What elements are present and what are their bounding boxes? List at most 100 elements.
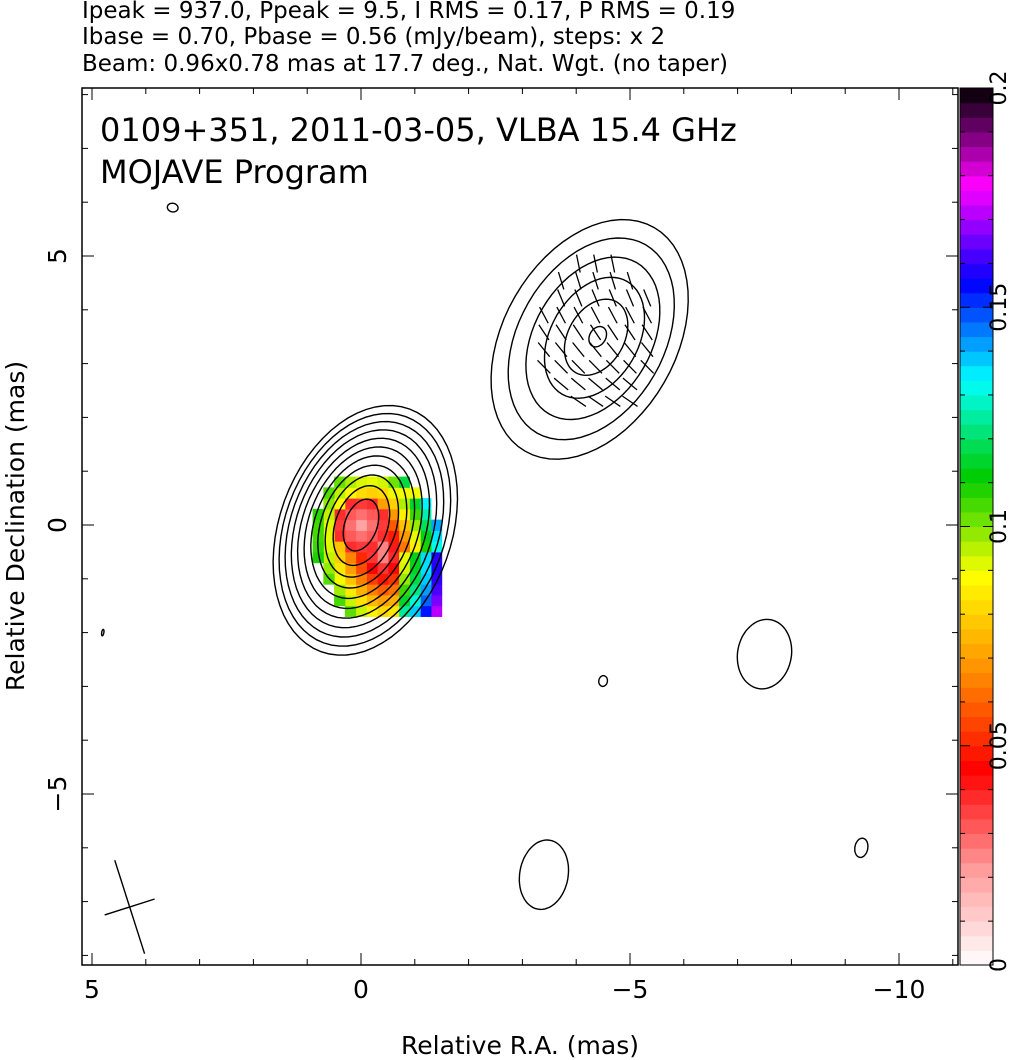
colorbar-segment [960,161,993,177]
polarization-pixel [355,551,367,564]
polarization-pixel [420,541,432,553]
polarization-pixel [420,573,432,585]
polarization-pixel [430,530,443,542]
evpa-vector [592,271,599,290]
colorbar-segment [960,336,993,352]
contour-line [332,484,391,567]
evpa-vector [588,359,603,374]
evpa-vector [574,289,583,307]
polarization-pixel [355,487,367,499]
polarization-pixel [323,508,335,521]
evpa-vector [573,306,584,324]
colorbar-tick-label: 0 [987,958,1012,972]
evpa-vector [555,324,567,341]
colorbar-segment [960,468,993,484]
contour-line [543,276,646,399]
y-axis-label: Relative Declination (mas) [1,361,30,691]
polarization-pixel [377,487,389,499]
colorbar-segment [960,570,993,586]
x-tick-label: −10 [873,975,926,1004]
colorbar-segment [960,424,993,440]
contour-line [303,446,423,610]
polarization-pixel [420,508,432,521]
polarization-pixel [409,487,421,499]
polarization-pixel [387,519,400,531]
evpa-vector [604,395,621,407]
polarization-pixel [355,519,367,531]
evpa-vector [589,342,602,358]
polarization-pixel [334,498,346,510]
colorbar-segment [960,672,993,688]
colorbar-tick-label: 0.1 [987,509,1012,544]
polarization-pixel [323,541,335,553]
chart-subtitle: MOJAVE Program [100,153,369,191]
evpa-vector [642,306,653,324]
colorbar-segment [960,818,993,835]
chart-title: 0109+351, 2011-03-05, VLBA 15.4 GHz [100,111,737,149]
polarization-pixel [355,508,367,521]
colorbar-segment [960,175,993,191]
evpa-vector [557,271,565,290]
evpa-vector [608,289,617,307]
polarization-pixel [355,530,367,542]
polarization-pixel [377,573,389,585]
polarization-pixel [344,519,357,531]
isolated-contour [598,675,609,688]
evpa-vector [538,324,550,341]
colorbar-segment [960,701,993,718]
colorbar-segment [960,906,993,922]
evpa-vector [571,359,586,374]
colorbar-segment [960,584,993,601]
y-tick-label: 5 [43,248,72,264]
polarization-pixel [344,476,357,488]
colorbar-tick-label: 0.05 [987,721,1012,770]
colorbar-segment [960,204,993,221]
evpa-vector [570,377,586,391]
evpa-vector [624,324,636,341]
polarization-pixel [387,605,400,617]
header-line-2: Ibase = 0.70, Pbase = 0.56 (mJy/beam), s… [82,24,666,50]
colorbar-segment [960,321,993,338]
colorbar-segment [960,278,993,294]
evpa-vector [587,395,604,407]
polarization-pixel [387,562,400,574]
polarization-pixel [366,476,378,488]
colorbar-segment [960,804,993,820]
polarization-pixel [377,541,389,553]
evpa-vector [640,359,655,374]
contour-line [563,298,629,377]
colorbar-segment [960,891,993,908]
colorbar-segment [960,190,993,206]
colorbar-segment [960,307,993,323]
evpa-vector [557,289,566,307]
evpa-vector [572,342,585,358]
evpa-vector [640,342,654,358]
polarization-pixel [366,530,378,542]
evpa-vector [537,359,551,374]
colorbar-segment [960,365,993,381]
polarization-pixel [344,562,357,574]
polarization-pixel [409,519,421,531]
colorbar-segment [960,88,993,104]
polarization-pixel [377,519,389,531]
isolated-contour [166,202,179,213]
x-tick-label: 5 [84,975,100,1004]
colorbar-segment [960,497,993,513]
polarization-pixel [323,562,335,574]
polarization-pixel [344,551,357,564]
polarization-pixel [398,519,410,531]
polarization-pixel [344,498,357,510]
colorbar-tick-label: 0.15 [987,283,1012,332]
polarization-pixel [409,530,421,542]
evpa-vector [590,306,601,324]
polarization-pixel [344,487,357,499]
polarization-pixel [377,476,389,488]
colorbar-segment [960,234,993,250]
polarization-pixel [409,605,421,617]
evpa-vector [625,289,635,307]
contour-line [278,412,452,647]
polarization-pixel [366,498,378,510]
polarization-pixel [409,551,421,564]
colorbar-segment [960,438,993,455]
